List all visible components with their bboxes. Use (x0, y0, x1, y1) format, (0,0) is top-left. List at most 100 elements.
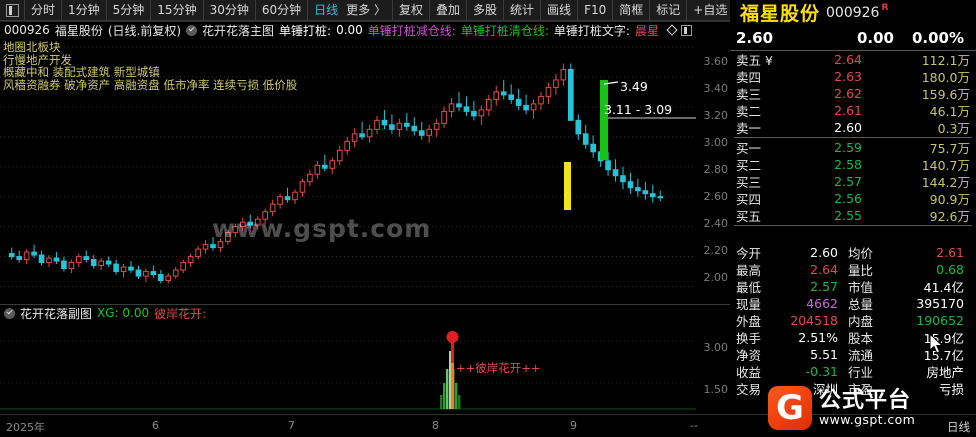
x-tick-aug: 8 (432, 419, 439, 432)
x-tick-jun: 6 (152, 419, 159, 432)
order-book-row[interactable]: 买五 2.55 92.6万 (730, 207, 976, 224)
bid1-volume: 75.7万 (929, 141, 970, 156)
concept-tag-line-1: 地圈北板块 (3, 40, 61, 54)
ask5-label: 卖五 ¥ (736, 53, 773, 68)
ask2-volume: 46.1万 (929, 104, 970, 119)
order-book-row[interactable]: 卖一 2.60 0.3万 (730, 119, 976, 136)
stats-row: 收益 -0.31 行业 房地产 (730, 363, 976, 380)
order-book-divider (734, 137, 972, 138)
bid1-price: 2.59 (834, 140, 862, 155)
order-book-row[interactable]: 买一 2.59 75.7万 (730, 139, 976, 156)
sub-chart-marker-text: ++彼岸花开++ (456, 361, 541, 375)
chart-indicator-name[interactable]: 花开花落主图 (202, 23, 275, 38)
toolbar-item-30min[interactable]: 30分钟 (202, 0, 255, 21)
order-book-row[interactable]: 买二 2.58 140.7万 (730, 156, 976, 173)
price-tick-2: 3.20 (703, 109, 729, 122)
toolbar-item-60min[interactable]: 60分钟 (254, 0, 307, 21)
sub-indicator-chart[interactable]: 花开花落副图 XG: 0.00 彼岸花开: 3.00 1.50 (0, 304, 730, 414)
toolbar-item-add-watchlist[interactable]: +自选 (686, 0, 733, 21)
ask5-volume: 112.1万 (921, 53, 970, 68)
price-change: 0.00 (856, 28, 894, 47)
bid2-label: 买二 (736, 158, 762, 173)
stats-row: 最低 2.57 市值 41.4亿 (730, 278, 976, 295)
chart-name: 福星股份 (54, 23, 103, 38)
toolbar-item-more[interactable]: 更多 〉 (346, 2, 386, 17)
stats-row: 最高 2.64 量比 0.68 (730, 261, 976, 278)
chart-period: (日线.前复权) (107, 23, 182, 38)
chart-code: 000926 (4, 23, 50, 37)
x-tick-sep: 9 (570, 419, 577, 432)
stock-code: 000926 (826, 4, 880, 21)
kline-canvas[interactable] (0, 22, 696, 304)
toolbar-item-5min[interactable]: 5分钟 (105, 0, 151, 21)
ask5-price: 2.64 (834, 52, 862, 67)
toolbar-item-f10[interactable]: F10 (577, 0, 612, 21)
toolbar-item-duogu[interactable]: 多股 (466, 0, 503, 21)
param-jiancang-label: 单锤打桩减仓线: (367, 23, 456, 38)
toolbar-item-1min[interactable]: 1分钟 (61, 0, 106, 21)
stat-open-label: 今开 (736, 246, 762, 261)
ask1-label: 卖一 (736, 121, 762, 136)
main-candlestick-chart[interactable]: 000926 福星股份 (日线.前复权) 花开花落主图 单锤打桩: 0.00 单… (0, 21, 730, 304)
main-chart-header: 000926 福星股份 (日线.前复权) 花开花落主图 单锤打桩: 0.00 单… (0, 22, 730, 38)
sub-tick-1: 1.50 (703, 383, 729, 396)
sub-chart-canvas[interactable] (0, 305, 696, 414)
price-tick-5: 2.60 (703, 190, 729, 203)
stat-industry-value: 房地产 (926, 365, 964, 380)
stat-totalvol-label: 总量 (848, 297, 874, 312)
chevron-down-icon[interactable] (186, 24, 198, 36)
stat-low-value: 2.57 (810, 279, 838, 294)
top-toolbar: 分时 1分钟 5分钟 15分钟 30分钟 60分钟 日线 更多 〉 复权 叠加 … (0, 0, 764, 21)
price-tick-4: 2.80 (703, 163, 729, 176)
stat-mktcap-label: 市值 (848, 280, 874, 295)
order-book-row[interactable]: 卖五 ¥ 2.64 112.1万 (730, 51, 976, 68)
stats-row: 外盘 204518 内盘 190652 (730, 312, 976, 329)
order-book-row[interactable]: 买三 2.57 144.2万 (730, 173, 976, 190)
stock-title-bar: 福星股份 000926 R (730, 0, 976, 25)
panel-icon[interactable] (6, 3, 19, 17)
stat-open-value: 2.60 (810, 245, 838, 260)
order-book-bottom-divider (734, 225, 972, 226)
ask3-label: 卖三 (736, 87, 762, 102)
toolbar-item-daily[interactable]: 日线 (307, 0, 344, 21)
toolbar-item-fuquan[interactable]: 复权 (391, 0, 429, 21)
price-change-pct: 0.00% (911, 28, 964, 47)
toolbar-item-fenshi[interactable]: 分时 (24, 0, 61, 21)
bid2-volume: 140.7万 (921, 158, 970, 173)
sub-chart-title[interactable]: 花开花落副图 (20, 306, 93, 321)
order-book-row[interactable]: 卖三 2.62 159.6万 (730, 85, 976, 102)
stat-inner-value: 190652 (916, 313, 964, 328)
stat-avg-label: 均价 (848, 246, 874, 261)
stat-netasset-label: 净资 (736, 348, 762, 363)
toolbar-item-huaxian[interactable]: 画线 (540, 0, 577, 21)
order-book[interactable]: 卖五 ¥ 2.64 112.1万 卖四 2.63 180.0万 卖三 2.62 … (730, 51, 976, 227)
stat-low-label: 最低 (736, 280, 762, 295)
gspt-logo-watermark: 公式平台 www.gspt.com (768, 386, 915, 430)
margin-badge: R (881, 2, 889, 13)
concept-tag-line-4: 风穑资融券 破净资产 高融资盘 低市净率 连续亏损 低价股 (3, 77, 298, 92)
toolbar-item-biaoji[interactable]: 标记 (649, 0, 686, 21)
watermark-url: www.gspt.com (212, 214, 432, 243)
bid5-volume: 92.6万 (929, 209, 970, 224)
stat-curvol-label: 现量 (736, 297, 762, 312)
diamond-icon[interactable] (666, 24, 678, 36)
stat-outer-value: 204518 (790, 313, 838, 328)
toolbar-item-15min[interactable]: 15分钟 (150, 0, 202, 21)
ask1-price: 2.60 (834, 120, 862, 135)
toolbar-item-diejia[interactable]: 叠加 (429, 0, 466, 21)
stat-pe-label: 市盈 (848, 382, 874, 397)
stat-pe-value: 亏损 (938, 382, 964, 397)
order-book-row[interactable]: 买四 2.56 90.9万 (730, 190, 976, 207)
sub-chart-xg: XG: 0.00 (97, 306, 150, 320)
stat-avg-value: 2.61 (936, 245, 964, 260)
price-tick-7: 2.20 (703, 244, 729, 257)
bid4-volume: 90.9万 (929, 192, 970, 207)
chevron-down-icon-sub[interactable] (4, 307, 15, 319)
toolbar-item-tongji[interactable]: 统计 (503, 0, 540, 21)
order-book-row[interactable]: 卖四 2.63 180.0万 (730, 68, 976, 85)
mouse-cursor-icon (930, 334, 944, 354)
stat-exchange-value: 深圳 (812, 382, 838, 397)
toolbar-item-jiankuang[interactable]: 简框 (612, 0, 649, 21)
panel-toggle-icon[interactable] (680, 24, 692, 36)
order-book-row[interactable]: 卖二 2.61 46.1万 (730, 102, 976, 119)
